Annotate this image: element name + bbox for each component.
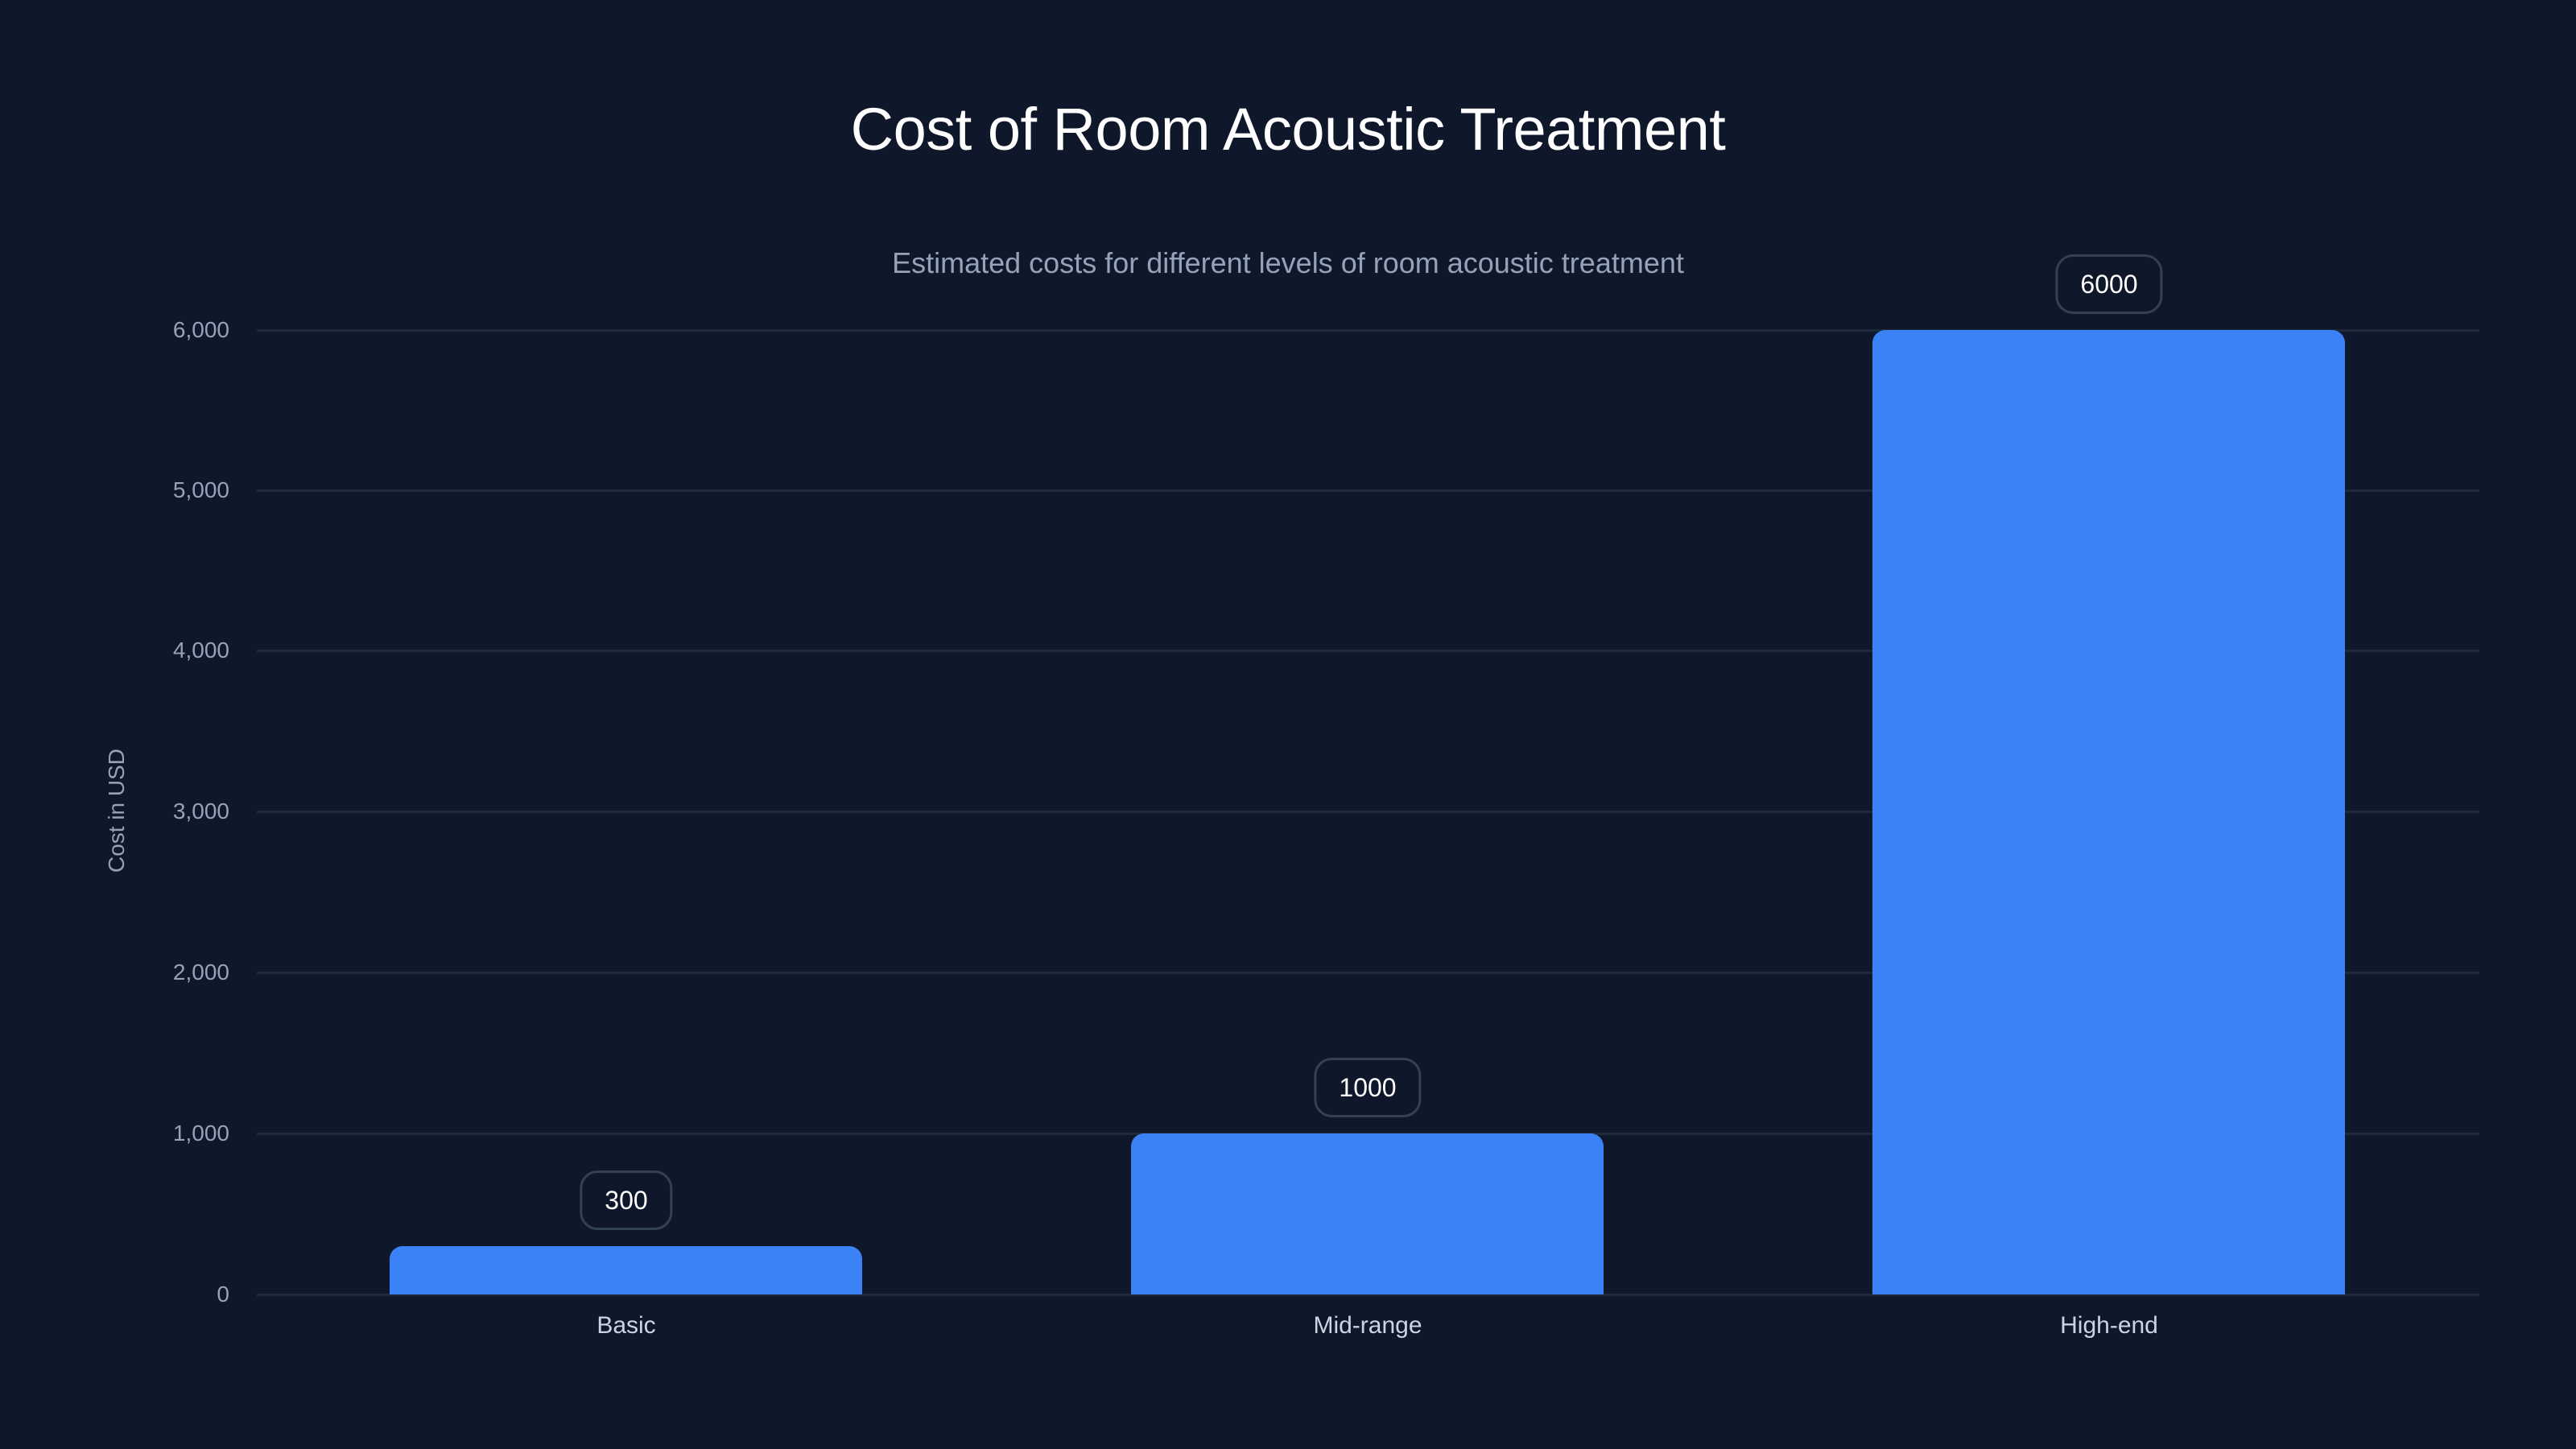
bar-basic[interactable] [390, 1246, 862, 1294]
gridline-2000 [257, 972, 2479, 974]
y-tick-label: 0 [217, 1282, 229, 1307]
value-label-high-end: 6000 [2055, 254, 2163, 314]
chart-subtitle: Estimated costs for different levels of … [892, 246, 1684, 279]
gridline-5000 [257, 489, 2479, 492]
y-tick-label: 6,000 [172, 317, 229, 342]
chart-title: Cost of Room Acoustic Treatment [850, 96, 1726, 163]
y-tick-label: 4,000 [172, 638, 229, 663]
x-tick-label-high-end: High-end [2060, 1312, 2158, 1339]
y-tick-label: 1,000 [172, 1121, 229, 1146]
x-tick-label-basic: Basic [597, 1312, 656, 1339]
bar-high-end[interactable] [1872, 330, 2345, 1294]
plot-area: 6,000 5,000 4,000 3,000 2,000 1,000 0 30… [173, 254, 2479, 1307]
gridline-3000 [257, 811, 2479, 813]
y-tick-label: 5,000 [172, 477, 229, 502]
y-tick-label: 3,000 [172, 799, 229, 824]
gridline-6000 [257, 329, 2479, 332]
value-label-basic: 300 [580, 1170, 673, 1231]
gridline-0 [257, 1294, 2479, 1296]
gridline-4000 [257, 650, 2479, 652]
y-tick-label: 2,000 [172, 960, 229, 985]
value-label-mid-range: 1000 [1314, 1058, 1422, 1118]
bar-mid-range[interactable] [1131, 1133, 1604, 1294]
x-tick-label-mid-range: Mid-range [1313, 1312, 1422, 1339]
